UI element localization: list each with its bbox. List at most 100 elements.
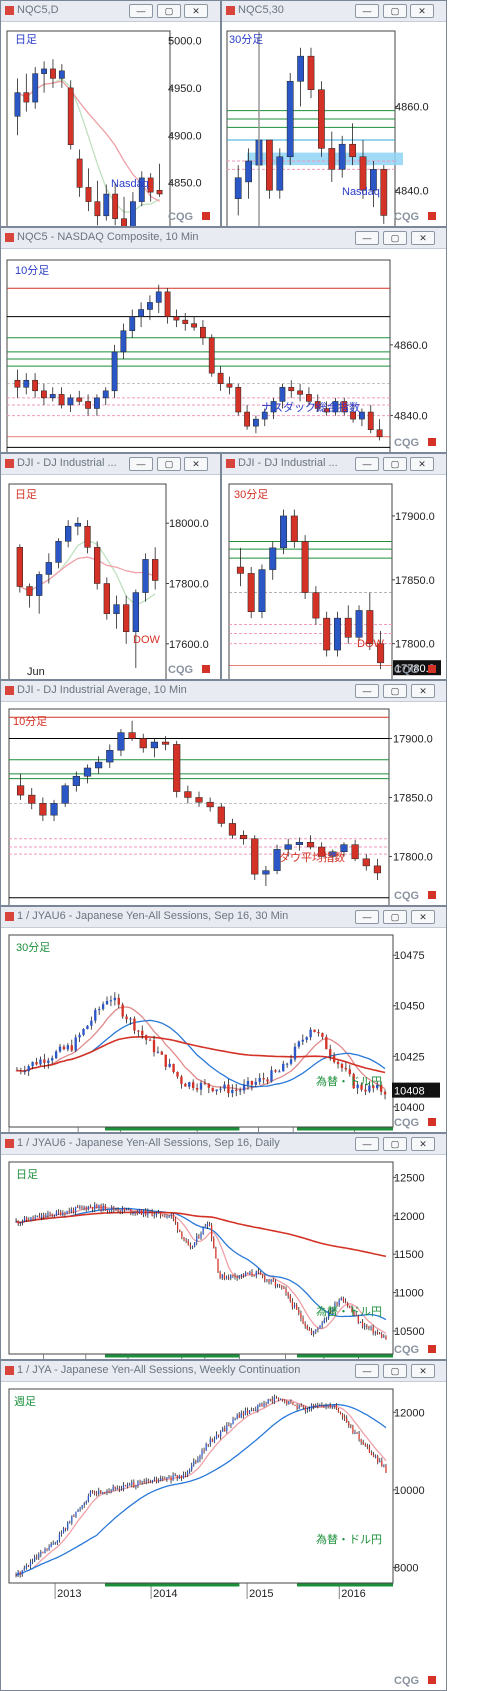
candle-body [367,411,374,430]
candle [270,1066,273,1083]
candle-body [66,1045,70,1050]
candle [45,1213,47,1218]
chart-window-6[interactable]: DJI - DJ Industrial Average, 10 Min — ▢ ✕ 17… [0,680,447,906]
close-button[interactable]: ✕ [184,457,208,471]
candle-body [164,291,171,317]
candle-body [379,1460,381,1463]
minimize-button[interactable]: — [355,684,379,698]
candle [112,182,119,226]
minimize-button[interactable]: — [355,457,379,471]
close-button[interactable]: ✕ [411,231,435,245]
candle [308,1406,311,1412]
restore-button[interactable]: ▢ [157,457,181,471]
candle-body [247,1272,249,1275]
candle [180,1475,182,1482]
minimize-button[interactable]: — [355,1137,379,1151]
candle [168,1214,170,1219]
candle [352,1424,354,1435]
restore-button[interactable]: ▢ [383,910,407,924]
close-button[interactable]: ✕ [410,4,434,18]
candle [112,1484,114,1492]
candle-body [86,1025,89,1030]
candle-body [266,139,273,191]
candle-body [240,1413,242,1418]
candle-body [38,1215,41,1218]
candle-body [325,1036,328,1050]
candle-body [339,1412,342,1415]
candle [333,611,341,657]
candle-body [234,1275,236,1277]
candle [202,1226,204,1236]
candle-body [90,1020,93,1026]
cqg-logo: CQG [394,890,419,902]
candle [381,1332,383,1339]
candle-body [109,1000,113,1002]
candle [28,788,36,810]
chart-window-5[interactable]: DJI - DJ Industrial ... — ▢ ✕ 17900.0 17850.0… [221,453,447,680]
restore-button[interactable]: ▢ [383,4,407,18]
candle-body [164,1216,166,1218]
candle [219,1270,221,1280]
candle [76,390,83,405]
close-button[interactable]: ✕ [410,457,434,471]
minimize-button[interactable]: — [355,4,379,18]
minimize-button[interactable]: — [129,4,153,18]
candle [226,1422,228,1434]
candle [265,1401,267,1407]
chart-window-1[interactable]: NQC5,D—▢✕5000.04950.04900.04850.04800.00… [0,0,221,227]
candle [36,571,43,614]
chart-window-3[interactable]: NQC5 - NASDAQ Composite, 10 Min — ▢ ✕ 4860.0… [0,227,447,453]
restore-button[interactable]: ▢ [383,1137,407,1151]
candle-body [198,1236,200,1238]
chart-window-4[interactable]: DJI - DJ Industrial ... — ▢ ✕ 18000.0 17800.0… [0,453,221,680]
chart-svg: 5000.04950.04900.04850.04800.001061320Ju… [6,30,210,226]
moving-average-line [15,1206,387,1334]
restore-button[interactable]: ▢ [383,1364,407,1378]
minimize-button[interactable]: — [355,910,379,924]
minimize-button[interactable]: — [355,1364,379,1378]
candle-body [357,1315,359,1323]
candle-body [348,1069,351,1075]
close-button[interactable]: ✕ [411,910,435,924]
candle-body [284,844,292,850]
candle [259,1402,261,1408]
minimize-button[interactable]: — [129,457,153,471]
candle-body [302,1318,304,1324]
candle [77,1204,79,1208]
candle [383,1464,385,1468]
chart-window-9[interactable]: 1 / JYA - Japanese Yen-All Sessions, Wee… [0,1360,447,1691]
chart-window-7[interactable]: 1 / JYAU6 - Japanese Yen-All Sessions, S… [0,906,447,1133]
candle-body [145,1035,148,1040]
candle-body [314,401,321,409]
candle-body [116,1488,118,1490]
candle-body [184,1474,187,1476]
candle-body [35,1061,38,1065]
candle [359,140,367,199]
candle [350,404,356,423]
candle-body [282,1063,285,1072]
close-button[interactable]: ✕ [184,4,208,18]
candle-body [34,1217,36,1219]
candle-body [106,1210,109,1212]
restore-button[interactable]: ▢ [383,684,407,698]
candle-body [293,1046,297,1060]
candle-body [358,1433,360,1440]
candle [253,1407,255,1412]
candle-body [96,1204,98,1208]
close-button[interactable]: ✕ [411,684,435,698]
restore-button[interactable]: ▢ [383,231,407,245]
candle [245,1271,247,1277]
close-button[interactable]: ✕ [411,1137,435,1151]
chart-window-2[interactable]: NQC5,30—▢✕4860.04840.022-22:3023-02:3030… [221,0,447,227]
minimize-button[interactable]: — [355,231,379,245]
close-button[interactable]: ✕ [411,1364,435,1378]
chart-window-8[interactable]: 1 / JYAU6 - Japanese Yen-All Sessions, S… [0,1133,447,1360]
candle [374,1330,376,1336]
candle [180,1074,183,1089]
candle [54,1049,58,1060]
candle [123,595,130,644]
restore-button[interactable]: ▢ [157,4,181,18]
candle-body [76,158,83,188]
restore-button[interactable]: ▢ [383,457,407,471]
candle-body [131,1482,133,1485]
